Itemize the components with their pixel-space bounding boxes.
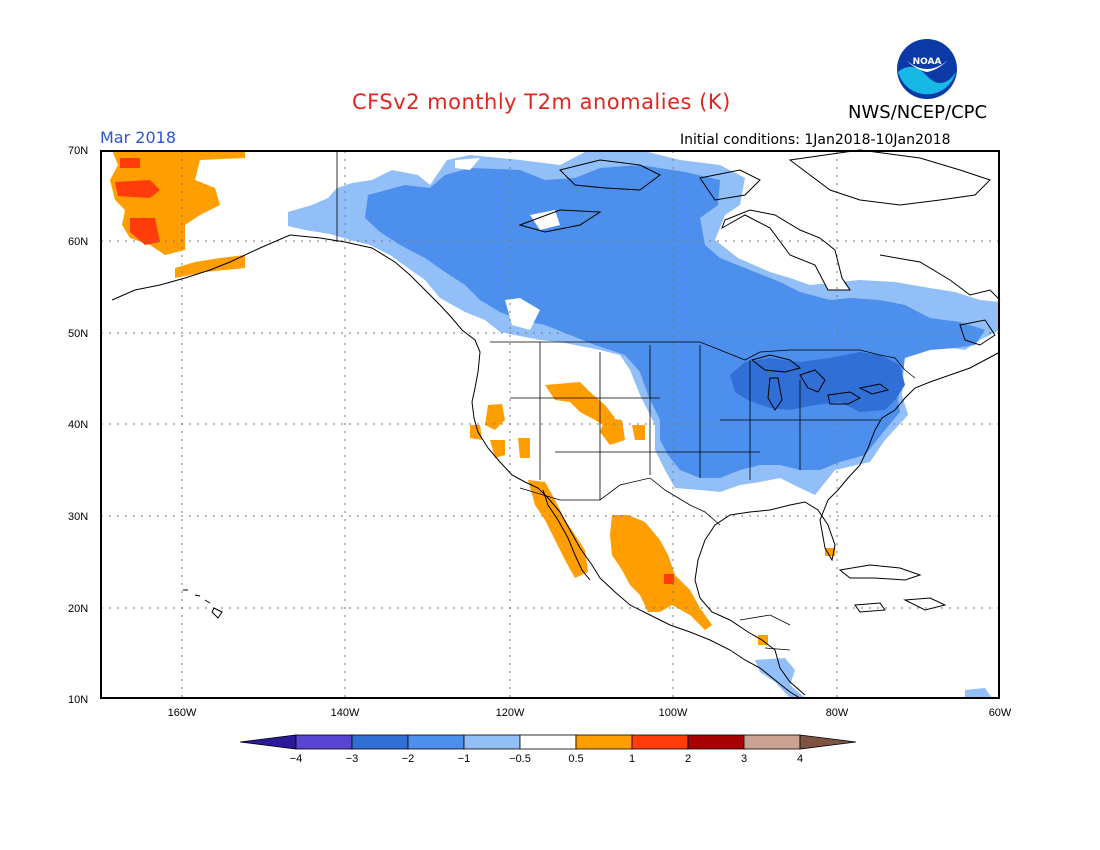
longitude-labels: 160W 140W 120W 100W 80W 60W [168,707,1012,719]
colorbar-tick-label: 1 [629,753,635,765]
valid-month-label: Mar 2018 [100,128,176,147]
warm-region-baja [528,480,588,578]
colorbar-tick-label: 2 [685,753,691,765]
agency-label: NWS/NCEP/CPC [848,102,988,123]
lon-label: 160W [168,707,197,719]
strong-cool-region [730,352,905,412]
colorbar-arrow-left [239,734,297,750]
colorbar-swatch [631,734,689,750]
colorbar-swatch [519,734,577,750]
lon-label: 140W [331,707,360,719]
latitude-labels: 70N 60N 50N 40N 30N 20N 10N [68,145,88,706]
colorbar-tick-label: −3 [346,753,359,765]
colorbar-swatch [295,734,353,750]
warm-region-rockies [545,382,615,428]
lat-label: 20N [68,603,88,615]
warm-region-mexico [610,515,712,630]
lon-label: 120W [496,707,525,719]
colorbar-tick-label: 4 [797,753,803,765]
colorbar-tick-label: −2 [402,753,415,765]
colorbar-tick-label: 3 [741,753,747,765]
colorbar-tick-label: −4 [290,753,303,765]
lat-lon-grid [101,151,999,698]
lat-label: 40N [68,419,88,431]
colorbar-swatch [351,734,409,750]
noaa-logo: NOAA [897,39,957,99]
colorbar: −4 −3 −2 −1 −0.5 0.5 1 2 3 4 [239,734,857,765]
lat-label: 10N [68,694,88,706]
lon-label: 80W [826,707,849,719]
lat-label: 60N [68,236,88,248]
colorbar-swatch [687,734,745,750]
warm-region-alaska-strong [115,158,160,245]
colorbar-swatch [743,734,801,750]
colorbar-tick-label: 0.5 [568,753,583,765]
lat-label: 50N [68,328,88,340]
initial-conditions-label: Initial conditions: 1Jan2018-10Jan2018 [680,132,951,148]
colorbar-tick-label: −1 [458,753,471,765]
political-borders [336,151,916,651]
lon-label: 100W [659,707,688,719]
colorbar-swatch [463,734,521,750]
lat-label: 30N [68,511,88,523]
lon-label: 60W [989,707,1012,719]
colorbar-arrow-right [799,734,857,750]
colorbar-swatch [407,734,465,750]
map-frame [100,150,1000,699]
chart-title: CFSv2 monthly T2m anomalies (K) [352,90,731,114]
colorbar-tick-label: −0.5 [509,753,531,765]
coastlines [111,149,1001,699]
anomaly-shading [110,150,1000,698]
lat-label: 70N [68,145,88,157]
logo-text: NOAA [913,57,942,67]
colorbar-swatch [575,734,633,750]
